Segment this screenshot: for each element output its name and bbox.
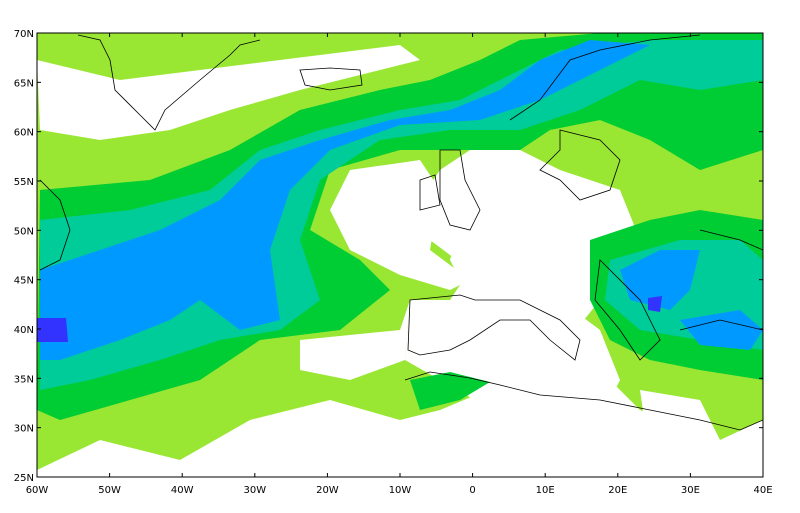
lat-label: 60N bbox=[14, 128, 34, 139]
lat-label: 40N bbox=[14, 325, 34, 336]
lon-label: 50W bbox=[98, 485, 121, 496]
lon-label: 60W bbox=[26, 485, 49, 496]
precipitation-field bbox=[37, 33, 763, 477]
lon-label: 40E bbox=[753, 485, 772, 496]
lat-label: 45N bbox=[14, 276, 34, 287]
lon-label: 30W bbox=[243, 485, 266, 496]
lat-label: 55N bbox=[14, 177, 34, 188]
lat-label: 50N bbox=[14, 226, 34, 237]
lat-label: 35N bbox=[14, 374, 34, 385]
lon-label: 20W bbox=[316, 485, 339, 496]
lat-label: 65N bbox=[14, 78, 34, 89]
lon-label: 10E bbox=[536, 485, 555, 496]
lon-label: 0 bbox=[469, 485, 475, 496]
lon-label: 30E bbox=[681, 485, 700, 496]
coastlines bbox=[39, 34, 763, 431]
lon-label: 40W bbox=[171, 485, 194, 496]
lat-label: 25N bbox=[14, 473, 34, 484]
lon-label: 10W bbox=[389, 485, 412, 496]
lon-label: 20E bbox=[608, 485, 627, 496]
lat-label: 30N bbox=[14, 424, 34, 435]
lat-label: 70N bbox=[14, 29, 34, 40]
